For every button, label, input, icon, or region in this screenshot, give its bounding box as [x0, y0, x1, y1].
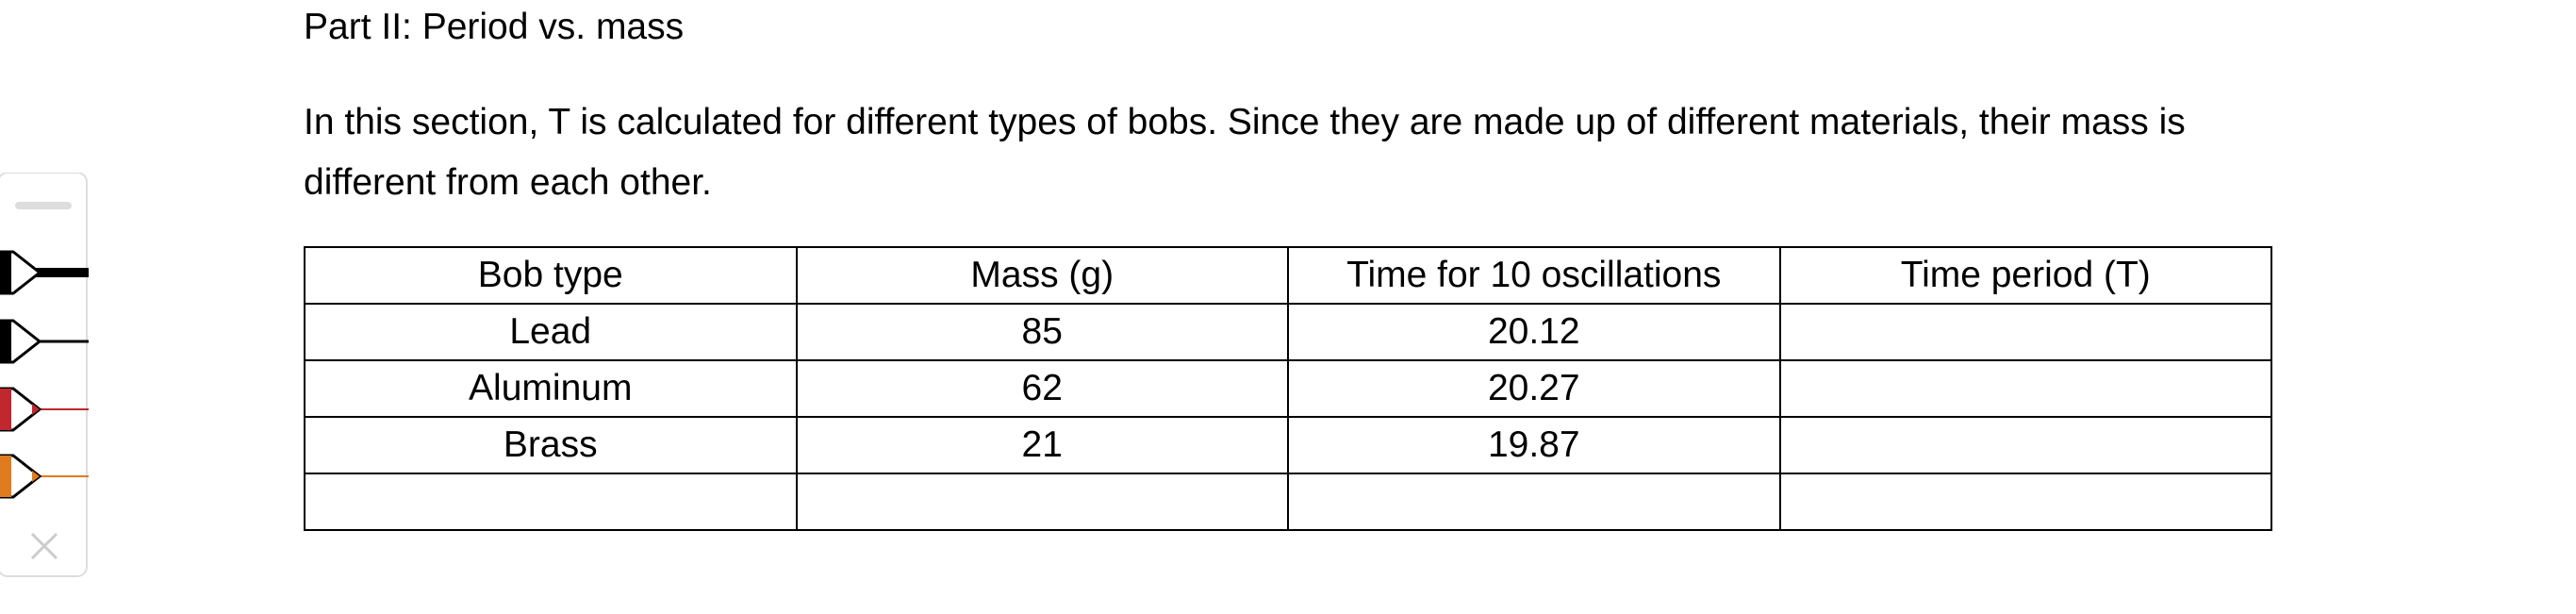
header-row: Bob type Mass (g) Time for 10 oscillations… [304, 246, 2272, 305]
table-cell: Lead [304, 303, 798, 361]
table-cell: 19.87 [1287, 416, 1781, 474]
table-cell: 85 [795, 303, 1289, 361]
header-cell: Mass (g) [795, 246, 1289, 305]
pen-toolbar [0, 173, 89, 577]
toolbar-frame [0, 173, 88, 577]
data-table: Bob type Mass (g) Time for 10 oscillations… [304, 246, 2272, 531]
table-body: Lead 85 20.12 Aluminum 62 20.27 Brass 21 19.87 [304, 303, 2272, 531]
header-cell: Time period (T) [1778, 246, 2272, 305]
pen-red[interactable] [0, 387, 89, 432]
empty-cell [1778, 473, 2272, 531]
drag-handle[interactable] [15, 202, 72, 209]
table-cell: 20.27 [1287, 359, 1781, 418]
pen-black-thick[interactable] [0, 250, 89, 295]
table-cell: 62 [795, 359, 1289, 418]
table-row: Lead 85 20.12 [304, 303, 2272, 361]
heading: Part II: Period vs. mass [304, 7, 685, 47]
header-cell: Time for 10 oscillations [1287, 246, 1781, 305]
table-cell: 21 [795, 416, 1289, 474]
empty-cell [795, 473, 1289, 531]
header-cell: Bob type [304, 246, 798, 305]
empty-cell [1778, 303, 2272, 361]
empty-cell [1778, 416, 2272, 474]
empty-row [304, 473, 2272, 531]
empty-cell [1778, 359, 2272, 418]
pen-orange[interactable] [0, 454, 89, 499]
empty-cell [304, 473, 798, 531]
table-row: Aluminum 62 20.27 [304, 359, 2272, 418]
table-row: Brass 21 19.87 [304, 416, 2272, 474]
paragraph: In this section, T is calculated for dif… [304, 102, 2186, 203]
table-cell: 20.12 [1287, 303, 1781, 361]
empty-cell [1287, 473, 1781, 531]
close-button[interactable] [30, 532, 58, 560]
pen-black-thin[interactable] [0, 319, 89, 364]
table-cell: Aluminum [304, 359, 798, 418]
table-cell: Brass [304, 416, 798, 474]
